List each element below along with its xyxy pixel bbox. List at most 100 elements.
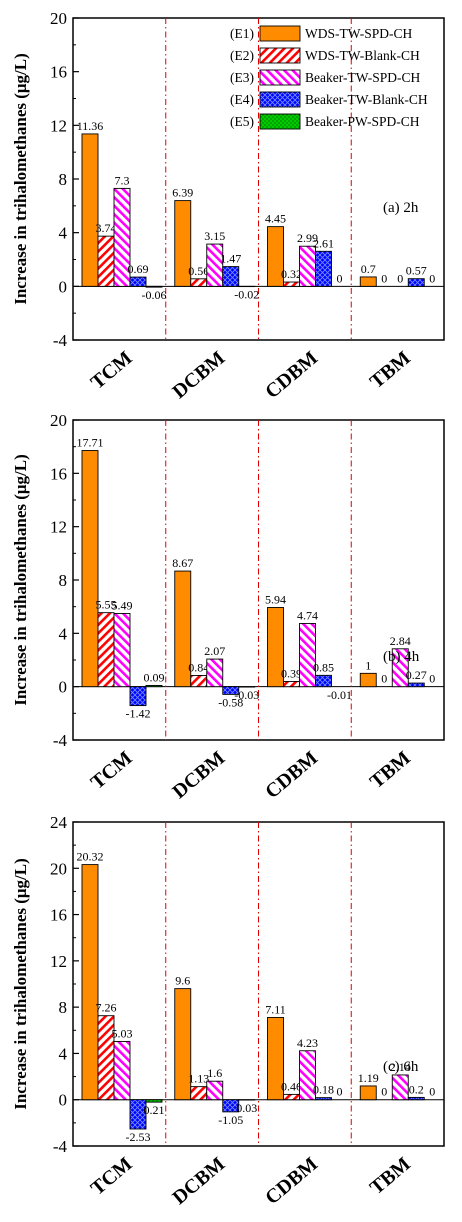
data-label: 17.71 (77, 436, 104, 450)
category-label-dcbm: DCBM (168, 347, 229, 403)
legend-id: (E1) (230, 26, 254, 41)
data-label: 0.56 (188, 264, 209, 278)
data-label: 3.74 (96, 221, 117, 235)
data-label: -2.53 (126, 1130, 151, 1144)
legend-label: Beaker-PW-SPD-CH (305, 114, 420, 129)
data-label: 4.74 (297, 608, 318, 622)
data-label: 0.2 (409, 1082, 424, 1096)
bar-e4-tcm (129, 1099, 147, 1130)
data-label: 2.99 (297, 231, 318, 245)
y-tick-label: 8 (59, 571, 68, 590)
bar-e2-cdbm (283, 681, 300, 688)
category-label-dcbm: DCBM (168, 1153, 229, 1209)
chart-panel-3: -4 0 4 8 12 16 20 24 Increase in trihalomethanes… (11, 813, 445, 1209)
data-label: 0.03 (236, 1101, 257, 1115)
y-tick-label: 20 (50, 411, 67, 430)
data-label: 0 (337, 1085, 343, 1099)
data-label: -0.03 (234, 688, 259, 702)
data-label: 7.26 (96, 1001, 117, 1015)
category-label-tcm: TCM (87, 347, 137, 394)
data-label: 0.27 (406, 668, 427, 682)
bar-e2-tcm (97, 612, 115, 688)
category-label-tbm: TBM (366, 1153, 415, 1199)
y-tick-label: 4 (59, 1044, 68, 1063)
bar-e5-tcm (145, 685, 163, 688)
bar-e4-dcbm (222, 266, 240, 287)
legend-id: (E5) (230, 114, 254, 129)
data-label: -1.05 (218, 1113, 243, 1127)
category-label-tbm: TBM (366, 747, 415, 793)
y-tick-label: 4 (59, 624, 68, 643)
y-tick-label: -4 (53, 1137, 68, 1156)
legend-id: (E4) (230, 92, 254, 107)
data-label: -0.02 (234, 288, 259, 302)
bar-e1-dcbm (174, 988, 192, 1101)
data-label: 0 (397, 271, 403, 285)
legend-swatch-e2 (259, 47, 301, 64)
bar-e2-tcm (97, 235, 115, 287)
bar-e3-cdbm (299, 1050, 316, 1101)
data-label: 9.6 (175, 974, 190, 988)
bar-e3-dcbm (206, 658, 224, 688)
category-label-tcm: TCM (87, 747, 137, 794)
legend: (E1) WDS-TW-SPD-CH (E2) WDS-TW-Blank-CH (E3)… (230, 25, 428, 130)
data-label: 2.84 (390, 634, 411, 648)
y-axis-title: Increase in trihalomethanes (μg/L) (11, 454, 30, 706)
legend-label: Beaker-TW-SPD-CH (305, 70, 420, 85)
bar-e1-dcbm (174, 200, 192, 287)
bar-e4-tcm (129, 276, 147, 287)
legend-swatch-e1 (259, 25, 301, 42)
data-label: -0.06 (142, 288, 167, 302)
data-label: 5.49 (112, 598, 133, 612)
bar-e4-tcm (129, 686, 147, 707)
y-tick-label: -4 (53, 331, 68, 350)
data-label: 7.3 (115, 173, 130, 187)
bar-e5-tcm (145, 285, 163, 288)
category-label-cdbm: CDBM (261, 347, 322, 403)
data-label: 6.39 (172, 186, 193, 200)
category-label-cdbm: CDBM (261, 1153, 322, 1209)
y-tick-label: 16 (50, 906, 67, 925)
bar-e2-dcbm (190, 675, 208, 688)
bar-e1-cdbm (267, 607, 284, 688)
bar-e1-tcm (81, 450, 99, 688)
y-tick-label: 4 (59, 224, 68, 243)
data-label: 0 (429, 1085, 435, 1099)
bar-e3-tcm (113, 613, 131, 688)
bar-e1-tbm (359, 672, 377, 688)
y-tick-label: 16 (50, 464, 67, 483)
y-tick-label: 0 (59, 277, 68, 296)
bar-e1-tbm (359, 1085, 377, 1101)
data-label: 5.03 (112, 1027, 133, 1041)
data-label: 4.23 (297, 1036, 318, 1050)
data-label: 0.32 (281, 267, 302, 281)
chart-panels: -4 0 4 8 12 16 20 Increase in trihalomethanes (… (11, 9, 445, 1209)
data-label: 2.14 (390, 1060, 411, 1074)
bar-e4-cdbm (315, 674, 332, 688)
legend-id: (E2) (230, 48, 254, 63)
bar-e3-cdbm (299, 623, 316, 688)
data-label: 0 (381, 271, 387, 285)
panel-label: (b) 4h (383, 649, 420, 665)
bar-e2-cdbm (283, 281, 300, 287)
y-tick-label: 12 (50, 116, 67, 135)
bar-e1-tcm (81, 133, 99, 287)
bar-e4-dcbm (222, 686, 240, 695)
y-axis-title: Increase in trihalomethanes (μg/L) (11, 53, 30, 305)
legend-swatch-e5 (259, 113, 301, 130)
bar-e1-dcbm (174, 570, 192, 688)
category-label-dcbm: DCBM (168, 747, 229, 803)
data-label: 0.69 (128, 262, 149, 276)
y-tick-label: 24 (50, 813, 68, 832)
bar-e3-dcbm (206, 243, 224, 287)
y-tick-label: 16 (50, 63, 67, 82)
bar-e4-cdbm (315, 250, 332, 287)
chart-panel-2: -4 0 4 8 12 16 20 Increase in trihalomethanes (… (11, 411, 445, 803)
data-label: 2.61 (313, 236, 334, 250)
data-label: 0 (381, 1085, 387, 1099)
data-label: 0.46 (281, 1079, 302, 1093)
data-label: -0.58 (218, 695, 243, 709)
bar-e4-tbm (407, 1096, 425, 1101)
bar-e2-dcbm (190, 278, 208, 287)
